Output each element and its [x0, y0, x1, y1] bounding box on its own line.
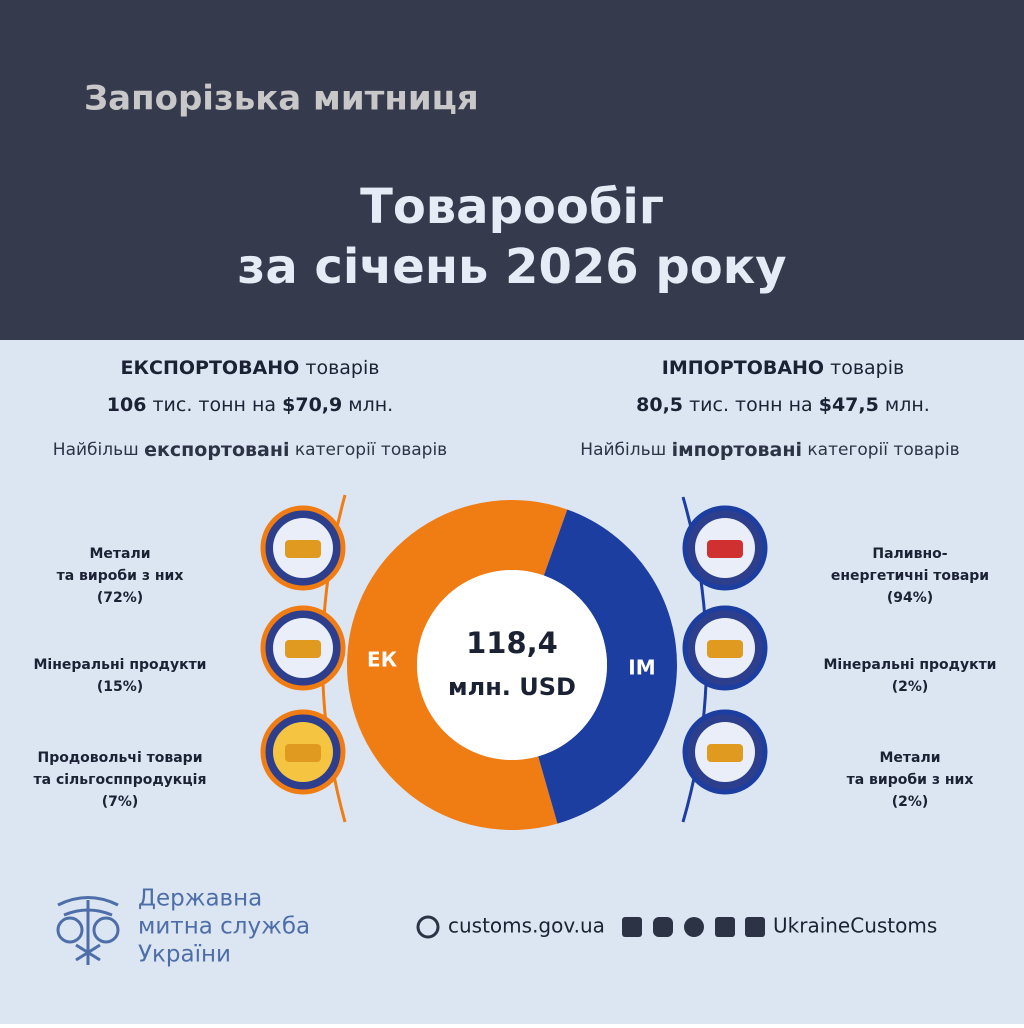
text: 80,5: [636, 394, 683, 416]
text: ЕКСПОРТОВАНО: [121, 357, 300, 379]
handle[interactable]: UkraineCustoms: [773, 914, 937, 938]
items: Метали та вироби з них (72%) Мінеральні про…: [34, 505, 997, 810]
social-icons: [622, 917, 765, 937]
web-icon: [416, 915, 440, 939]
segment-label: ІМ: [628, 656, 655, 680]
item-label: Мінеральні продукти: [824, 657, 997, 673]
item-label: та вироби з них: [57, 568, 184, 584]
title: Товарообіг: [360, 179, 664, 235]
item-label: Паливно-: [872, 546, 947, 562]
text: тис. тонн: [152, 394, 245, 416]
text: імпортовані: [672, 439, 802, 461]
import-top: Найбільш імпортовані категорії товарів: [580, 439, 959, 461]
icon-shape: [285, 540, 321, 558]
text: Найбільш: [580, 440, 666, 460]
item-label: Метали: [89, 546, 150, 562]
text: на: [252, 394, 276, 416]
text: млн.: [885, 394, 930, 416]
text: товарів: [830, 357, 904, 379]
item-share: (15%): [97, 679, 143, 695]
item-label: та сільгосппродукція: [34, 772, 207, 788]
text: категорії товарів: [807, 440, 959, 460]
donut-segment: [538, 509, 677, 824]
item-label: Метали: [879, 750, 940, 766]
item-share: (94%): [887, 590, 933, 606]
donut-hole: [417, 570, 607, 760]
item-share: (2%): [892, 679, 929, 695]
item-label: енергетичні товари: [831, 568, 989, 584]
center-value: 118,4: [466, 626, 558, 660]
segment-label: ЕК: [367, 647, 398, 671]
x-icon[interactable]: [715, 917, 735, 937]
site[interactable]: customs.gov.ua: [448, 914, 605, 938]
text: Найбільш: [53, 440, 139, 460]
item-label: Продовольчі товари: [37, 750, 202, 766]
text: товарів: [305, 357, 379, 379]
telegram-icon[interactable]: [745, 917, 765, 937]
item-label: Мінеральні продукти: [34, 657, 207, 673]
agency: Державна: [138, 886, 262, 912]
header-band: [0, 0, 1024, 340]
icon-shape: [285, 744, 321, 762]
item-label: та вироби з них: [847, 772, 974, 788]
icon-shape: [285, 640, 321, 658]
donut-segment: [346, 499, 568, 830]
export-heading: ЕКСПОРТОВАНО товарів: [121, 357, 380, 379]
item-share: (7%): [102, 794, 139, 810]
text: ІМПОРТОВАНО: [662, 357, 824, 379]
center-unit: млн. USD: [448, 673, 576, 701]
text: млн.: [348, 394, 393, 416]
whatsapp-icon[interactable]: [684, 917, 704, 937]
text: $47,5: [819, 394, 879, 416]
title: за січень 2026 року: [237, 239, 786, 295]
facebook-icon[interactable]: [622, 917, 642, 937]
icon-shape: [707, 640, 743, 658]
text: 106: [107, 394, 147, 416]
logo: [56, 896, 120, 965]
icon-shape: [707, 744, 743, 762]
export-top: Найбільш експортовані категорії товарів: [53, 439, 447, 461]
text: на: [789, 394, 813, 416]
icon-shape: [707, 540, 743, 558]
item-share: (72%): [97, 590, 143, 606]
donut: ЕК ІМ: [346, 499, 677, 830]
org: Запорізька митниця: [84, 79, 479, 119]
text: $70,9: [282, 394, 342, 416]
import-heading: ІМПОРТОВАНО товарів: [662, 357, 904, 379]
import-summary: 80,5 тис. тонн на $47,5 млн.: [636, 394, 930, 416]
text: категорії товарів: [295, 440, 447, 460]
export-summary: 106 тис. тонн на $70,9 млн.: [107, 394, 393, 416]
agency: митна служба: [138, 914, 310, 940]
item-share: (2%): [892, 794, 929, 810]
text: експортовані: [144, 439, 289, 461]
instagram-icon[interactable]: [653, 917, 673, 937]
text: тис. тонн: [689, 394, 782, 416]
agency: України: [138, 942, 231, 968]
